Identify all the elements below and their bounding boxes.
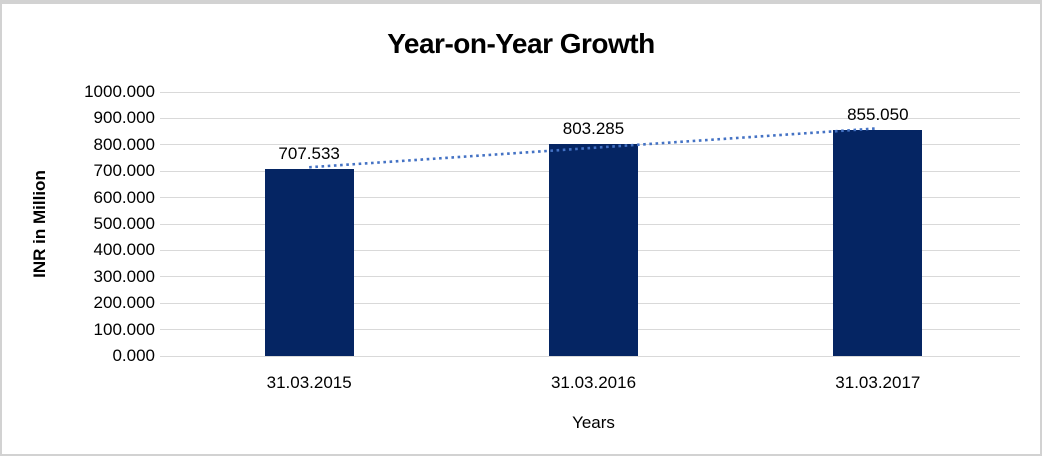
x-axis-tick-labels: 31.03.2015 31.03.2016 31.03.2017 [167,373,1020,395]
y-tick-label: 1000.000 [84,82,155,101]
x-tick-label: 31.03.2015 [266,373,352,392]
plot-area: 707.533 803.285 855.050 [160,91,1020,357]
bar-value-label: 803.285 [562,118,625,138]
y-tick-label: 200.000 [93,293,155,313]
gridline [167,91,1020,93]
bar-31.03.2016 [549,143,638,356]
gridline [167,117,1020,119]
y-tick-label: 900.000 [93,108,155,128]
chart-title: Year-on-Year Growth [387,28,655,59]
x-tick-label: 31.03.2017 [835,373,921,392]
y-axis-tickmark [160,91,167,93]
bar-31.03.2017 [833,130,923,356]
y-axis-tickmark [160,249,167,251]
y-axis-tickmark [160,329,167,331]
y-tick-label: 400.000 [93,240,155,260]
trendline [309,127,878,169]
y-tick-label: 100.000 [93,319,155,339]
bar-value-label: 855.050 [847,105,909,125]
y-axis-tick-labels: 0.000 100.000 200.000 300.000 400.000 500.000… [2,82,155,365]
y-axis-tickmark [160,355,167,357]
y-tick-label: 500.000 [93,214,155,233]
y-tick-label: 700.000 [93,161,155,181]
y-axis-tickmark [160,302,167,304]
bar-value-label: 707.533 [278,144,340,164]
gridline [167,355,1020,357]
y-tick-label: 0.000 [112,346,155,365]
y-axis-tickmark [160,197,167,199]
y-axis-tickmark [160,144,167,146]
y-tick-label: 300.000 [93,266,155,286]
y-axis-tickmark [160,117,167,119]
y-tick-label: 600.000 [93,187,155,207]
x-axis-title: Years [572,413,615,432]
y-tick-label: 800.000 [93,134,155,154]
y-axis-tickmark [160,170,167,172]
x-tick-label: 31.03.2016 [550,373,637,392]
bar-31.03.2015 [264,169,354,356]
y-axis-tickmark [160,223,167,225]
y-axis-tickmark [160,276,167,278]
